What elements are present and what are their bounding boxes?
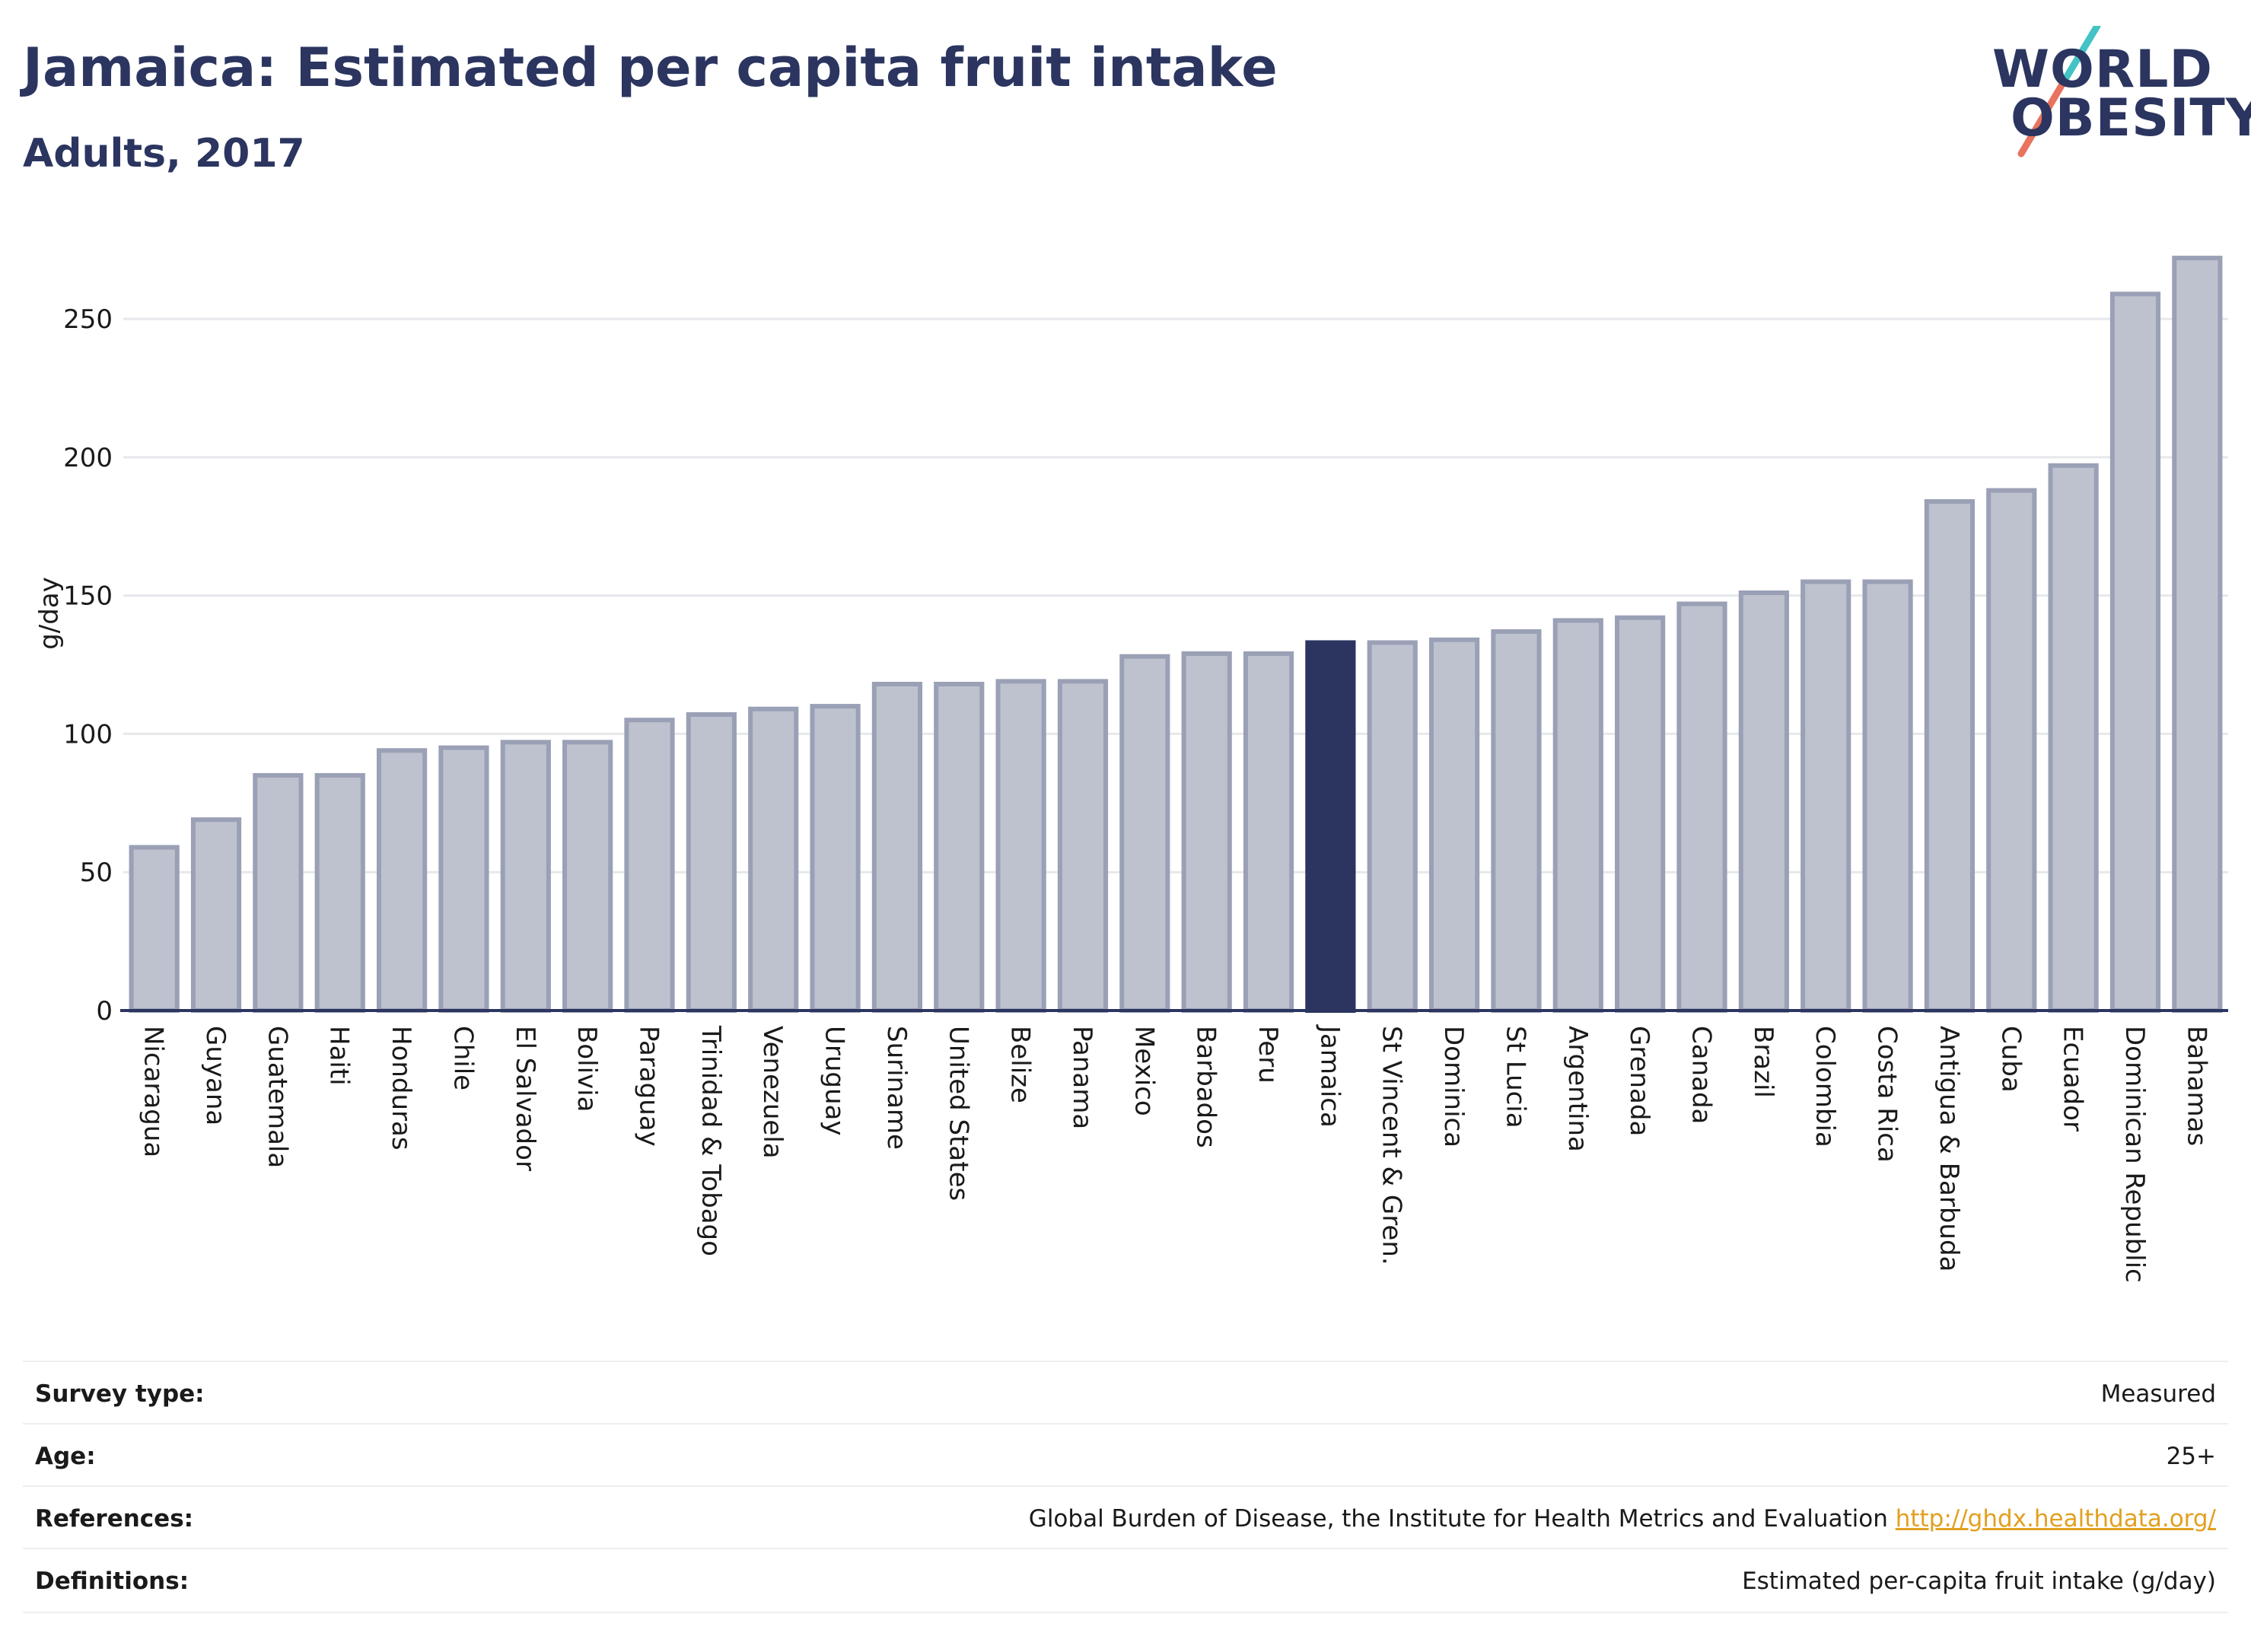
- x-tick-label: Paraguay: [634, 1026, 664, 1147]
- info-label: Definitions:: [35, 1568, 189, 1595]
- x-tick-label: United States: [943, 1026, 973, 1201]
- info-label: Age:: [35, 1443, 96, 1470]
- x-tick-label: Trinidad & Tobago: [696, 1025, 726, 1256]
- bar-guatemala[interactable]: [253, 772, 304, 1013]
- bar-cuba[interactable]: [1986, 488, 2037, 1013]
- x-tick-label: Guyana: [200, 1026, 231, 1125]
- x-tick-label: Jamaica: [1314, 1024, 1345, 1128]
- axes: 0 50 100 150 200 250 Nicaragua Guyana Guatemala H…: [63, 304, 2228, 1283]
- x-tick-label: Cuba: [1995, 1026, 2026, 1093]
- x-tick-label: Costa Rica: [1872, 1026, 1902, 1163]
- bar-panama[interactable]: [1057, 679, 1109, 1013]
- x-tick-label: Mexico: [1129, 1026, 1159, 1116]
- reference-text: Global Burden of Disease, the Institute …: [1028, 1505, 1888, 1533]
- x-tick-label: Barbados: [1191, 1026, 1221, 1148]
- bar-suriname[interactable]: [871, 681, 923, 1013]
- bar-venezuela[interactable]: [748, 706, 799, 1013]
- bar-chile[interactable]: [438, 745, 489, 1013]
- y-tick-label: 200: [63, 443, 113, 473]
- logo-word-obesity: OBESITY: [2011, 88, 2251, 148]
- x-tick-label: Grenada: [1624, 1026, 1654, 1136]
- bar-bahamas[interactable]: [2172, 256, 2223, 1014]
- bar-grenada[interactable]: [1615, 615, 1666, 1013]
- bar-el-salvador[interactable]: [500, 740, 551, 1013]
- x-tick-label: St Vincent & Gren.: [1377, 1026, 1407, 1265]
- info-value-references: Global Burden of Disease, the Institute …: [1029, 1505, 2216, 1533]
- bar-honduras[interactable]: [376, 748, 428, 1013]
- x-tick-label: Uruguay: [820, 1026, 850, 1136]
- x-tick-label: Argentina: [1562, 1026, 1593, 1152]
- x-tick-label: Panama: [1067, 1026, 1097, 1129]
- bar-barbados[interactable]: [1181, 651, 1232, 1013]
- x-tick-label: Bahamas: [2181, 1026, 2211, 1146]
- bar-antigua-barbuda[interactable]: [1924, 499, 1976, 1013]
- info-label: References:: [35, 1505, 194, 1533]
- bar-peru[interactable]: [1243, 651, 1294, 1013]
- x-tick-label: Suriname: [881, 1026, 912, 1150]
- x-tick-label: Bolivia: [572, 1026, 602, 1112]
- info-row-survey-type: Survey type: Measured: [23, 1361, 2228, 1424]
- bar-paraguay[interactable]: [624, 718, 675, 1013]
- y-tick-label: 150: [63, 581, 113, 612]
- info-value: Measured: [2100, 1380, 2216, 1408]
- x-tick-label: Ecuador: [2058, 1026, 2088, 1132]
- bar-united-states[interactable]: [934, 681, 985, 1013]
- info-label: Survey type:: [35, 1380, 205, 1408]
- bar-uruguay[interactable]: [810, 704, 861, 1013]
- bar-dominican-republic[interactable]: [2109, 291, 2161, 1014]
- bar-st-lucia[interactable]: [1491, 629, 1542, 1014]
- bar-mexico[interactable]: [1119, 654, 1170, 1014]
- chart-subtitle: Adults, 2017: [23, 131, 305, 177]
- info-row-definitions: Definitions: Estimated per-capita fruit …: [23, 1548, 2228, 1613]
- bar-costa-rica[interactable]: [1862, 579, 1913, 1013]
- chart-title: Jamaica: Estimated per capita fruit inta…: [23, 37, 1278, 99]
- y-tick-label: 0: [96, 996, 113, 1027]
- bar-ecuador[interactable]: [2048, 463, 2099, 1013]
- x-tick-label: Haiti: [324, 1026, 355, 1086]
- info-row-references: References: Global Burden of Disease, th…: [23, 1485, 2228, 1549]
- logo-slash-icon: [2017, 26, 2101, 158]
- bar-dominica[interactable]: [1428, 637, 1480, 1013]
- reference-link[interactable]: http://ghdx.healthdata.org/: [1895, 1505, 2216, 1533]
- x-tick-label: Brazil: [1748, 1026, 1778, 1098]
- bar-chart: 0 50 100 150 200 250 Nicaragua Guyana Guatemala H…: [34, 256, 2228, 1283]
- bar-brazil[interactable]: [1738, 590, 1789, 1013]
- bar-nicaragua[interactable]: [129, 845, 180, 1013]
- x-tick-label: Colombia: [1810, 1026, 1840, 1147]
- x-tick-label: Peru: [1253, 1026, 1283, 1084]
- bar-canada[interactable]: [1676, 601, 1727, 1013]
- info-value: Estimated per-capita fruit intake (g/day…: [1742, 1568, 2216, 1595]
- x-tick-label: Belize: [1005, 1026, 1036, 1103]
- x-tick-label: Antigua & Barbuda: [1934, 1026, 1964, 1272]
- bar-jamaica[interactable]: [1305, 640, 1356, 1013]
- x-tick-label: El Salvador: [510, 1026, 540, 1171]
- bars: [129, 256, 2223, 1014]
- y-tick-label: 250: [63, 304, 113, 335]
- x-tick-label: Nicaragua: [138, 1026, 169, 1157]
- bar-st-vincent-gren-[interactable]: [1367, 640, 1418, 1013]
- info-value: 25+: [2166, 1443, 2216, 1470]
- y-axis-label: g/day: [34, 577, 65, 650]
- bar-argentina[interactable]: [1552, 618, 1603, 1013]
- bar-trinidad-tobago[interactable]: [686, 711, 737, 1013]
- x-tick-label: Chile: [447, 1026, 478, 1090]
- world-obesity-logo[interactable]: WORLD OBESITY: [1992, 26, 2251, 160]
- x-tick-label: St Lucia: [1500, 1026, 1530, 1128]
- bar-colombia[interactable]: [1800, 579, 1851, 1013]
- x-tick-label: Canada: [1686, 1026, 1717, 1124]
- x-tick-label: Dominica: [1438, 1026, 1469, 1147]
- y-tick-label: 100: [63, 719, 113, 750]
- x-tick-label: Guatemala: [262, 1026, 292, 1168]
- x-tick-label: Honduras: [386, 1026, 416, 1151]
- x-tick-label: Dominican Republic: [2119, 1026, 2150, 1283]
- info-row-age: Age: 25+: [23, 1423, 2228, 1487]
- logo-word-world: WORLD: [1992, 40, 2213, 100]
- bar-bolivia[interactable]: [562, 740, 613, 1013]
- bar-guyana[interactable]: [190, 817, 242, 1014]
- bar-haiti[interactable]: [314, 772, 365, 1013]
- x-tick-label: Venezuela: [757, 1026, 788, 1159]
- bar-belize[interactable]: [995, 679, 1046, 1013]
- y-tick-label: 50: [80, 858, 113, 888]
